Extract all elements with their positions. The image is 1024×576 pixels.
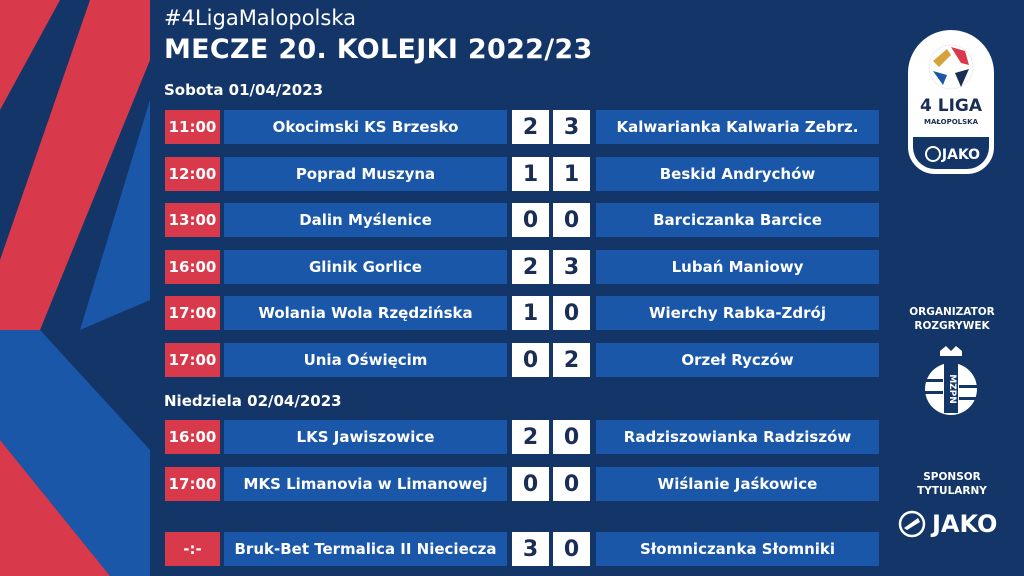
- home-team: Poprad Muszyna: [224, 157, 507, 191]
- home-team: Dalin Myślenice: [224, 203, 507, 237]
- match-time: 17:00: [165, 343, 220, 377]
- home-team: Okocimski KS Brzesko: [224, 110, 507, 144]
- away-team: Orzeł Ryczów: [596, 343, 879, 377]
- away-score: 0: [553, 203, 590, 237]
- home-score: 0: [512, 467, 549, 501]
- away-score: 3: [553, 250, 590, 284]
- match-time: 13:00: [165, 203, 220, 237]
- home-score: 2: [512, 110, 549, 144]
- league-logo: 4 LIGA MAŁOPOLSKA JAKO: [908, 30, 994, 174]
- away-team: Wiślanie Jaśkowice: [596, 467, 879, 501]
- home-score: 1: [512, 296, 549, 330]
- home-score: 2: [512, 420, 549, 454]
- match-time: 17:00: [165, 296, 220, 330]
- match-time: 12:00: [165, 157, 220, 191]
- sponsor-label: SPONSOR TYTULARNY: [917, 471, 987, 497]
- away-team: Beskid Andrychów: [596, 157, 879, 191]
- svg-text:MAŁOPOLSKA: MAŁOPOLSKA: [924, 118, 979, 126]
- logo-text: 4 LIGA: [920, 96, 983, 116]
- sponsor-name: JAKO: [932, 510, 998, 538]
- away-score: 0: [553, 420, 590, 454]
- match-row: 11:00 Okocimski KS Brzesko 2 3 Kalwarianka K…: [165, 110, 879, 144]
- away-team: Radziszowianka Radziszów: [596, 420, 879, 454]
- match-row: 17:00 Wolania Wola Rzędzińska 1 0 Wierchy Ra…: [165, 296, 879, 330]
- match-time: 16:00: [165, 420, 220, 454]
- home-team: Glinik Gorlice: [224, 250, 507, 284]
- away-score: 3: [553, 110, 590, 144]
- match-row: 12:00 Poprad Muszyna 1 1 Beskid Andrychów: [165, 157, 879, 191]
- away-team: Wierchy Rabka-Zdrój: [596, 296, 879, 330]
- away-team: Lubań Maniowy: [596, 250, 879, 284]
- home-score: 3: [512, 532, 549, 566]
- match-row: 16:00 LKS Jawiszowice 2 0 Radziszowianka Rad…: [165, 420, 879, 454]
- sponsor-logo: JAKO: [898, 510, 997, 538]
- home-team: Unia Oświęcim: [224, 343, 507, 377]
- organizer-label: ORGANIZATOR ROZGRYWEK: [909, 306, 995, 332]
- day-heading: Sobota 01/04/2023: [164, 81, 324, 99]
- match-time: 17:00: [165, 467, 220, 501]
- away-score: 0: [553, 532, 590, 566]
- jako-icon: [898, 510, 926, 538]
- home-score: 0: [512, 343, 549, 377]
- match-time: 11:00: [165, 110, 220, 144]
- home-team: Wolania Wola Rzędzińska: [224, 296, 507, 330]
- page-title: MECZE 20. KOLEJKI 2022/23: [164, 34, 593, 65]
- decorative-shapes: [0, 0, 150, 576]
- mzpn-logo: MZPN: [925, 346, 977, 415]
- match-row: 17:00 MKS Limanovia w Limanowej 0 0 Wiślanie…: [165, 467, 879, 501]
- away-team: Kalwarianka Kalwaria Zebrz.: [596, 110, 879, 144]
- match-time: -:-: [165, 532, 220, 566]
- hashtag: #4LigaMalopolska: [164, 6, 356, 30]
- away-team: Barciczanka Barcice: [596, 203, 879, 237]
- home-team: LKS Jawiszowice: [224, 420, 507, 454]
- home-score: 0: [512, 203, 549, 237]
- match-row: 13:00 Dalin Myślenice 0 0 Barciczanka Barcic…: [165, 203, 879, 237]
- home-score: 2: [512, 250, 549, 284]
- away-score: 2: [553, 343, 590, 377]
- away-score: 1: [553, 157, 590, 191]
- match-time: 16:00: [165, 250, 220, 284]
- away-team: Słomniczanka Słomniki: [596, 532, 879, 566]
- home-team: Bruk-Bet Termalica II Nieciecza: [224, 532, 507, 566]
- away-score: 0: [553, 296, 590, 330]
- svg-text:JAKO: JAKO: [941, 147, 980, 163]
- match-row: -:- Bruk-Bet Termalica II Nieciecza 3 0 Słom…: [165, 532, 879, 566]
- home-score: 1: [512, 157, 549, 191]
- match-row: 16:00 Glinik Gorlice 2 3 Lubań Maniowy: [165, 250, 879, 284]
- svg-text:MZPN: MZPN: [947, 374, 957, 404]
- day-heading: Niedziela 02/04/2023: [164, 392, 342, 410]
- away-score: 0: [553, 467, 590, 501]
- match-row: 17:00 Unia Oświęcim 0 2 Orzeł Ryczów: [165, 343, 879, 377]
- home-team: MKS Limanovia w Limanowej: [224, 467, 507, 501]
